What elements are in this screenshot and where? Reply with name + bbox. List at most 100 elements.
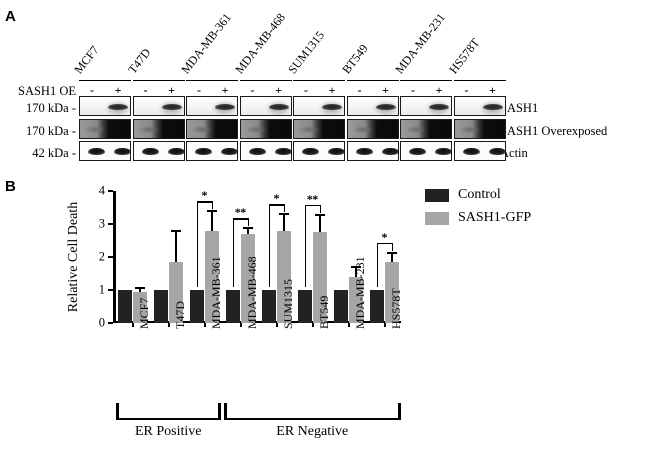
x-axis-label-hs578t: HS578T xyxy=(389,288,404,329)
blot-box-row1-sum1315 xyxy=(293,119,345,139)
lane-marker-plus: + xyxy=(489,83,496,97)
lane-header-rule xyxy=(293,80,345,81)
blot-box-row0-mda-mb-468 xyxy=(239,96,292,116)
significance-bracket-top xyxy=(196,201,212,203)
significance-bracket-top xyxy=(232,218,248,220)
blot-halo xyxy=(211,100,237,115)
lane-marker-minus: - xyxy=(143,83,148,97)
blot-band-overexposed-minus xyxy=(192,126,212,133)
blot-box-row2-mcf7 xyxy=(79,141,131,161)
lane-header-sum1315: SUM1315 xyxy=(285,28,328,77)
lane-marker-minus: - xyxy=(304,83,308,97)
blot-box-row1-hs578t xyxy=(453,119,506,139)
legend-item-control: Control xyxy=(425,186,531,204)
blot-band-overexposed-minus xyxy=(459,126,480,133)
y-axis-label: Relative Cell Death xyxy=(66,201,81,313)
blot-box-row1-bt549 xyxy=(346,119,399,139)
blot-band-actin xyxy=(435,148,451,155)
blot-band-overexposed-minus xyxy=(85,126,105,133)
blot-band-sash1 xyxy=(482,104,503,110)
x-axis-label-sum1315: SUM1315 xyxy=(281,278,296,329)
significance-bracket-right xyxy=(391,243,394,252)
error-bar-mda-mb-468 xyxy=(246,227,249,234)
error-bar-mda-mb-361 xyxy=(210,210,213,231)
y-tick-label-4: 4 xyxy=(98,183,105,198)
bar-control-mcf7 xyxy=(118,290,132,323)
error-bar-cap-sum1315 xyxy=(278,213,289,216)
bracket-segment xyxy=(218,403,221,420)
bar-sash1gfp-mcf7 xyxy=(133,291,147,323)
x-axis-label-t47d: T47D xyxy=(173,301,188,329)
lane-header-mda-mb-361: MDA-MB-361 xyxy=(178,10,234,77)
blot-box-row1-mda-mb-468 xyxy=(239,119,292,139)
bracket-er-negative xyxy=(224,403,401,420)
significance-bracket-top xyxy=(376,243,392,245)
bar-control-mda-mb-468 xyxy=(226,290,240,323)
bracket-segment xyxy=(116,418,221,420)
blot-box-row1-mcf7 xyxy=(79,119,131,139)
blot-band-sash1 xyxy=(108,104,128,110)
error-bar-hs578t xyxy=(390,252,393,262)
blot-band-sash1 xyxy=(375,104,396,110)
x-tick-mark xyxy=(312,323,314,327)
significance-label-mda-mb-361: * xyxy=(201,188,208,203)
error-bar-cap-bt549 xyxy=(314,214,325,216)
significance-bracket-right xyxy=(283,204,286,213)
bracket-segment xyxy=(224,418,401,420)
lane-marker-minus: - xyxy=(197,83,201,97)
y-tick-mark xyxy=(108,190,113,192)
bracket-er-positive xyxy=(116,403,221,420)
blot-right-label-0: SASH1 xyxy=(500,101,539,115)
significance-bracket-left xyxy=(232,218,235,287)
lane-header-mcf7: MCF7 xyxy=(71,43,102,77)
significance-label-mda-mb-468: ** xyxy=(234,205,247,220)
error-bar-mcf7 xyxy=(138,287,141,292)
y-tick-label-1: 1 xyxy=(98,282,105,297)
error-bar-t47d xyxy=(174,229,177,262)
blot-band-sash1 xyxy=(429,104,449,110)
blot-box-row0-t47d xyxy=(132,96,185,116)
lane-marker-minus: - xyxy=(411,83,415,97)
blot-band-actin xyxy=(221,148,237,155)
error-bar-cap-mcf7 xyxy=(134,287,145,289)
blot-halo xyxy=(371,100,398,115)
error-bar-mda-mb-231 xyxy=(354,265,357,277)
blot-band-sash1 xyxy=(322,104,342,110)
blot-halo xyxy=(318,100,344,115)
lane-header-rule xyxy=(239,80,292,81)
y-tick-mark xyxy=(108,289,113,291)
bracket-label-er-negative: ER Negative xyxy=(276,424,349,439)
bar-sash1gfp-mda-mb-361 xyxy=(205,230,219,323)
x-axis-label-mda-mb-468: MDA-MB-468 xyxy=(245,256,260,329)
lane-marker-minus: - xyxy=(357,83,362,97)
bar-control-mda-mb-231 xyxy=(334,290,348,323)
blot-row-label-0: 170 kDa - xyxy=(26,101,76,115)
blot-right-label-1: SASH1 Overexposed xyxy=(500,124,608,138)
blot-box-row2-mda-mb-361 xyxy=(186,141,238,161)
blot-band-actin xyxy=(88,148,105,155)
blot-box-row2-bt549 xyxy=(346,141,399,161)
lane-header-rule xyxy=(132,80,185,81)
blot-band-actin xyxy=(328,148,344,155)
significance-bracket-right xyxy=(247,218,250,227)
lane-marker-plus: + xyxy=(435,83,443,97)
x-axis xyxy=(113,320,401,323)
blot-box-row2-mda-mb-231 xyxy=(400,141,452,161)
lane-marker-minus: - xyxy=(90,83,94,97)
x-axis-label-bt549: BT549 xyxy=(317,295,332,329)
blot-band-overexposed-minus xyxy=(352,126,373,133)
bracket-label-er-positive: ER Positive xyxy=(134,424,202,439)
significance-bracket-left xyxy=(196,201,199,287)
blot-band-actin xyxy=(381,148,398,155)
lane-header-bt549: BT549 xyxy=(338,41,371,77)
blot-band-actin xyxy=(409,148,426,155)
bar-control-sum1315 xyxy=(262,290,276,323)
blot-box-row2-t47d xyxy=(132,141,185,161)
bracket-segment xyxy=(224,403,227,420)
lane-marker-plus: + xyxy=(328,83,336,97)
blot-halo xyxy=(264,100,291,115)
lane-marker-plus: + xyxy=(114,83,122,97)
lane-header-rule xyxy=(453,80,506,81)
blot-box-row0-sum1315 xyxy=(293,96,345,116)
